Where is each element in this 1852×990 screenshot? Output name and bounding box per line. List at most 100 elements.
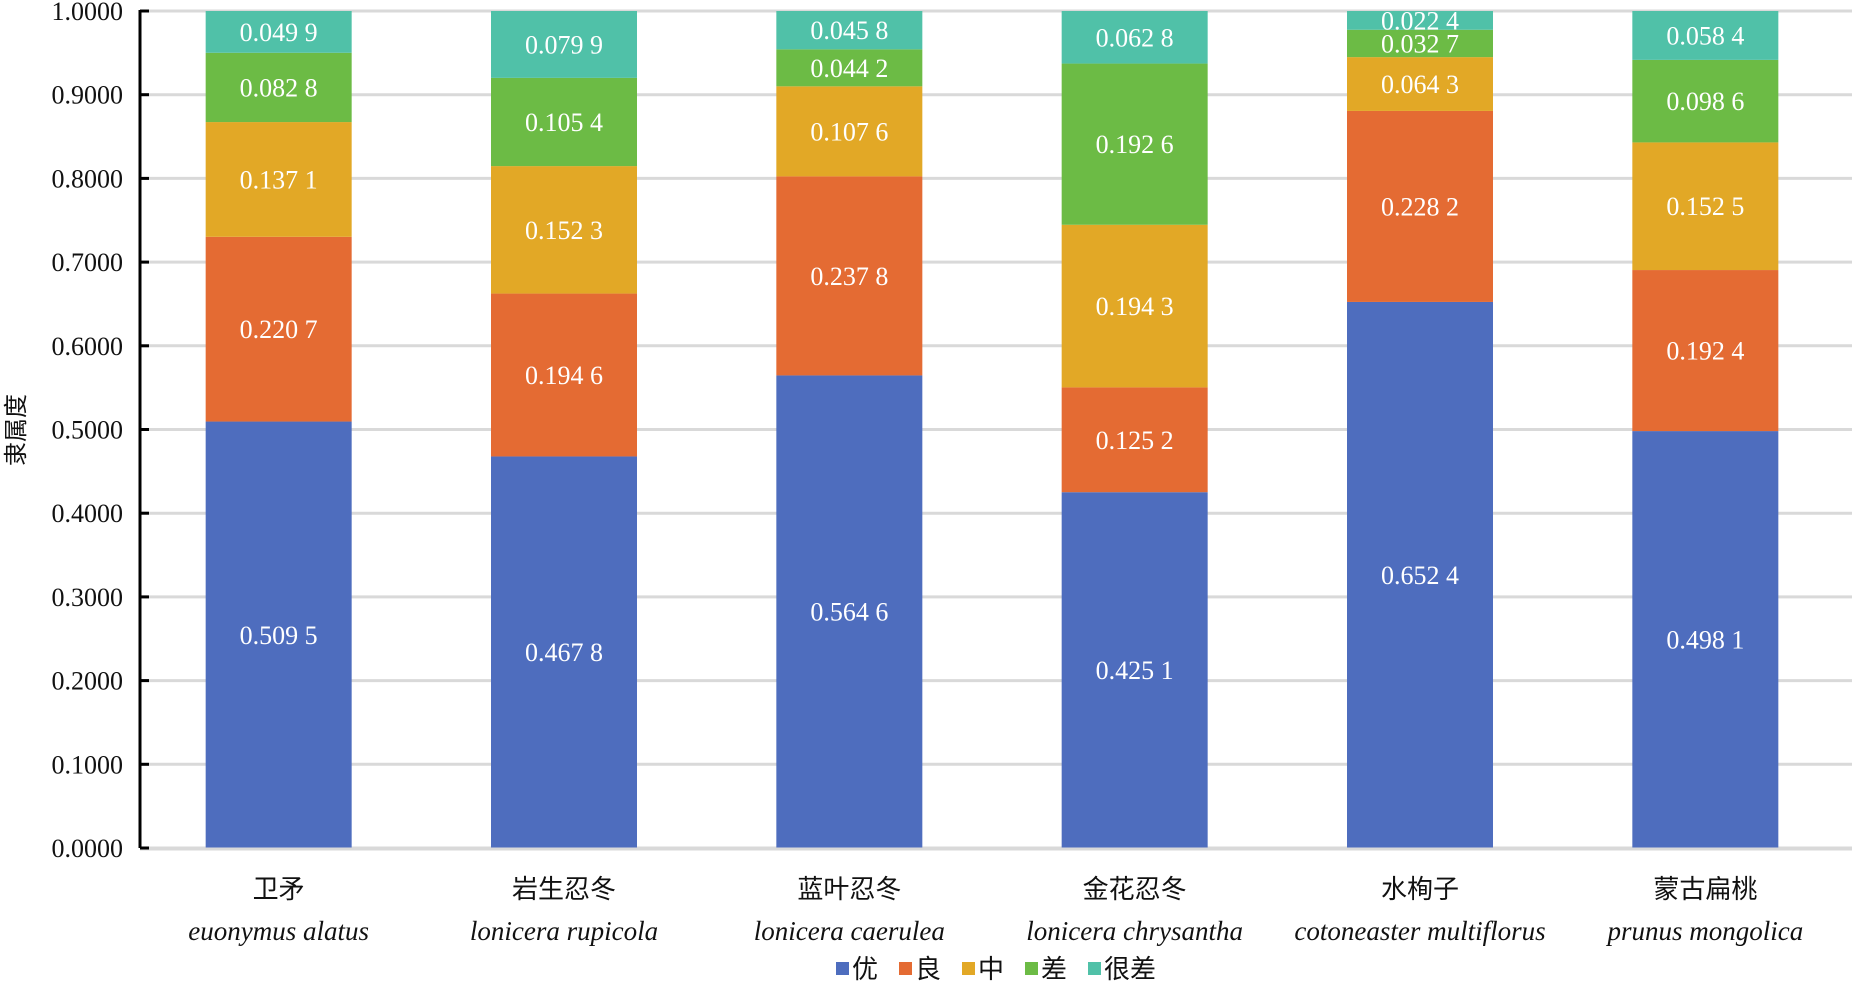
x-tick-label-cn: 金花忍冬 — [1083, 875, 1187, 905]
legend-label: 中 — [978, 955, 1004, 985]
y-tick-label: 0.3000 — [52, 583, 124, 612]
legend-swatch — [962, 962, 975, 975]
legend-label: 差 — [1041, 955, 1067, 985]
data-label: 0.564 6 — [810, 598, 888, 627]
x-tick-label-cn: 蓝叶忍冬 — [797, 875, 901, 905]
y-tick-label: 0.6000 — [52, 332, 124, 361]
bar-segment-良 — [1347, 110, 1493, 302]
data-label: 0.137 1 — [240, 165, 318, 194]
x-tick-label-cn: 水栒子 — [1381, 875, 1459, 905]
legend-item: 良 — [899, 955, 941, 985]
bar-segment-很差 — [205, 11, 352, 53]
x-axis-labels: 卫矛 euonymus alatus 岩生忍冬 lonicera rupicola 蓝叶… — [188, 875, 1803, 946]
bar-segment-中 — [1347, 57, 1493, 111]
data-label: 0.098 6 — [1666, 87, 1744, 116]
data-label: 0.064 3 — [1381, 70, 1459, 99]
data-label: 0.032 7 — [1381, 29, 1459, 58]
x-tick-label-latin: lonicera rupicola — [470, 916, 658, 946]
data-label: 0.049 9 — [240, 18, 318, 47]
bar-segment-优 — [205, 421, 352, 848]
bar-segment-优 — [491, 456, 637, 848]
bar-segment-差 — [1632, 59, 1779, 143]
legend-label: 很差 — [1104, 955, 1156, 985]
data-label: 0.652 4 — [1381, 561, 1459, 590]
bar-segment-优 — [1061, 492, 1208, 848]
bar-segment-很差 — [776, 11, 923, 50]
data-label: 0.425 1 — [1096, 656, 1174, 685]
data-label: 0.192 4 — [1666, 337, 1744, 366]
x-tick-label-latin: cotoneaster multiflorus — [1294, 916, 1545, 946]
data-label: 0.194 6 — [525, 361, 603, 390]
bar-segment-中 — [776, 86, 923, 177]
bar-segment-差 — [1061, 63, 1208, 225]
data-label: 0.152 5 — [1666, 192, 1744, 221]
legend-label: 良 — [915, 955, 941, 985]
data-label: 0.044 2 — [810, 54, 888, 83]
bar-segment-优 — [1632, 431, 1779, 848]
data-label: 0.022 4 — [1381, 6, 1459, 35]
bar-segment-很差 — [1347, 11, 1493, 30]
legend-item: 很差 — [1088, 955, 1156, 985]
bar-segment-良 — [491, 293, 637, 457]
legend-swatch — [836, 962, 849, 975]
bar-segment-中 — [205, 122, 352, 237]
x-tick-label-latin: prunus mongolica — [1605, 916, 1803, 946]
y-axis-title: 隶属度 — [2, 394, 30, 466]
data-label: 0.105 4 — [525, 108, 603, 137]
gridlines — [140, 9, 1852, 850]
bar-segment-差 — [776, 49, 923, 87]
y-tick-label: 0.8000 — [52, 164, 124, 193]
data-labels: 0.509 5 0.220 7 0.137 1 0.082 8 0.049 9 0.467… — [240, 6, 1745, 685]
data-label: 0.125 2 — [1096, 426, 1174, 455]
bar-segment-很差 — [491, 11, 637, 78]
legend-item: 中 — [962, 955, 1004, 985]
legend-swatch — [1088, 962, 1101, 975]
bars — [140, 11, 1852, 851]
data-label: 0.082 8 — [240, 73, 318, 102]
y-tick-label: 0.4000 — [52, 499, 124, 528]
data-label: 0.237 8 — [810, 262, 888, 291]
legend-label: 优 — [852, 955, 878, 985]
legend: 优 良 中 差 很差 — [836, 955, 1156, 985]
legend-item: 差 — [1025, 955, 1067, 985]
x-tick-label-latin: euonymus alatus — [188, 916, 369, 946]
bar-segment-很差 — [1632, 11, 1779, 60]
x-tick-label-cn: 蒙古扁桃 — [1653, 875, 1757, 905]
data-label: 0.194 3 — [1096, 292, 1174, 321]
data-label: 0.192 6 — [1096, 130, 1174, 159]
y-tick-label: 0.5000 — [52, 416, 124, 445]
data-label: 0.079 9 — [525, 30, 603, 59]
bar-segment-良 — [1061, 387, 1208, 493]
data-label: 0.467 8 — [525, 638, 603, 667]
data-label: 0.058 4 — [1666, 21, 1744, 50]
bar-segment-很差 — [1061, 11, 1208, 64]
x-tick-label-latin: lonicera caerulea — [754, 916, 945, 946]
bar-segment-良 — [205, 236, 352, 422]
legend-swatch — [1025, 962, 1038, 975]
x-tick-label-cn: 岩生忍冬 — [512, 875, 616, 905]
y-axis-ticks: 0.0000 0.1000 0.2000 0.3000 0.4000 0.5000 0.60… — [52, 0, 149, 863]
data-label: 0.228 2 — [1381, 192, 1459, 221]
y-tick-label: 0.7000 — [52, 248, 124, 277]
y-tick-label: 1.0000 — [52, 0, 124, 26]
data-label: 0.107 6 — [810, 117, 888, 146]
data-label: 0.498 1 — [1666, 626, 1744, 655]
legend-swatch — [899, 962, 912, 975]
bar-segment-优 — [776, 375, 923, 848]
data-label: 0.220 7 — [240, 315, 318, 344]
data-label: 0.509 5 — [240, 621, 318, 650]
data-label: 0.045 8 — [810, 16, 888, 45]
bar-segment-中 — [1632, 142, 1779, 271]
bar-segment-良 — [776, 176, 923, 376]
bar-segment-差 — [1347, 29, 1493, 58]
x-tick-label-cn: 卫矛 — [253, 875, 305, 905]
bar-segment-中 — [1061, 224, 1208, 388]
bar-segment-差 — [205, 52, 352, 123]
data-label: 0.152 3 — [525, 216, 603, 245]
y-tick-label: 0.2000 — [52, 667, 124, 696]
legend-item: 优 — [836, 955, 878, 985]
bar-segment-良 — [1632, 270, 1779, 432]
bar-segment-中 — [491, 166, 637, 294]
bar-segment-差 — [491, 77, 637, 167]
